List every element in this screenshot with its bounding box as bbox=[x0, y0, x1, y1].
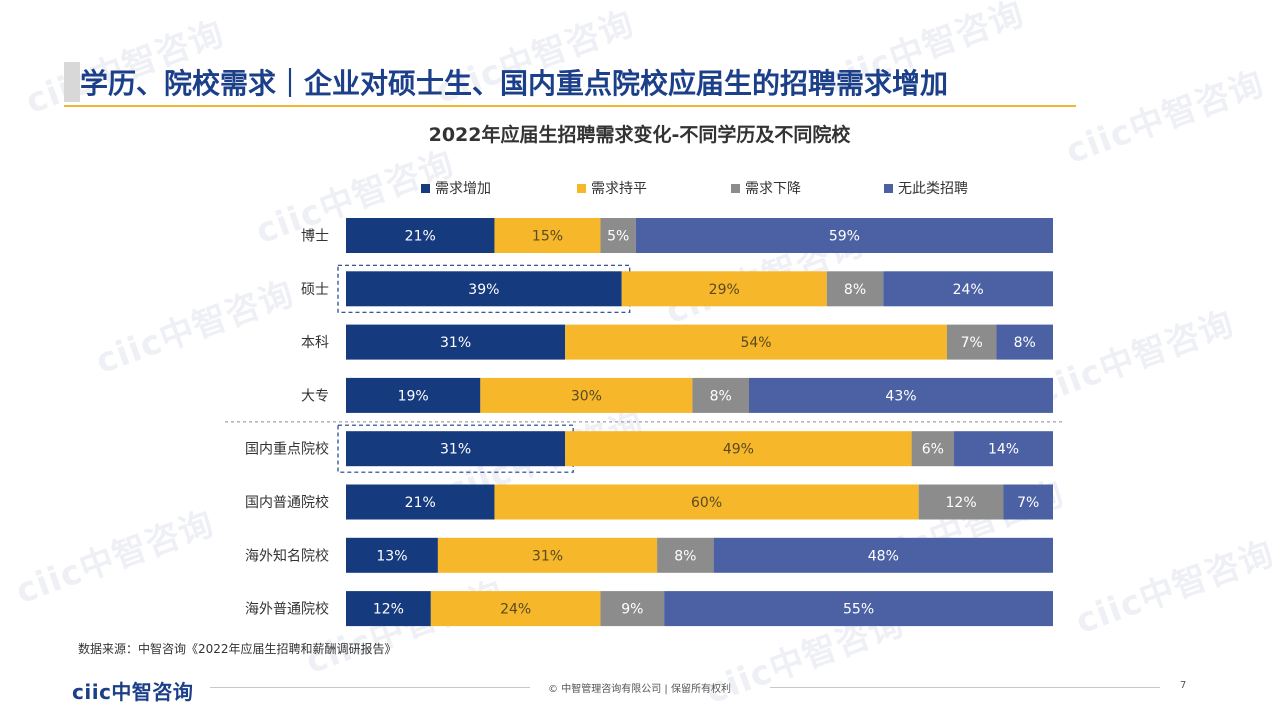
bar-segment bbox=[346, 324, 566, 360]
data-label: 7% bbox=[961, 335, 983, 351]
bar-segment bbox=[621, 271, 827, 307]
copyright-text: © 中智管理咨询有限公司 | 保留所有权利 bbox=[548, 684, 731, 695]
bar-segment bbox=[346, 218, 495, 253]
data-label: 6% bbox=[922, 442, 944, 458]
legend-item-increase: 需求增加 bbox=[421, 178, 491, 198]
legend-item-none: 无此类招聘 bbox=[884, 178, 968, 198]
data-label: 30% bbox=[571, 388, 602, 404]
category-label: 大专 bbox=[301, 388, 329, 404]
bar-segment bbox=[346, 537, 438, 573]
page-number: 7 bbox=[1180, 680, 1187, 691]
data-label: 19% bbox=[398, 388, 429, 404]
legend-label: 需求增加 bbox=[435, 181, 491, 197]
bar-segment bbox=[946, 324, 997, 360]
legend-item-flat: 需求持平 bbox=[577, 178, 647, 198]
bar-segment bbox=[494, 218, 601, 253]
legend-label: 需求持平 bbox=[591, 181, 647, 197]
highlight-box bbox=[337, 424, 574, 473]
bar-segment bbox=[826, 271, 884, 307]
bar-segment bbox=[664, 591, 1053, 627]
bar-segment bbox=[911, 431, 955, 467]
data-label: 54% bbox=[740, 335, 771, 351]
bar-segment bbox=[430, 591, 601, 627]
data-label: 8% bbox=[1014, 335, 1036, 351]
data-label: 55% bbox=[843, 602, 874, 618]
legend-item-decrease: 需求下降 bbox=[731, 178, 801, 198]
data-label: 48% bbox=[868, 548, 899, 564]
legend-swatch-increase bbox=[421, 183, 430, 193]
title-accent-bar bbox=[64, 62, 80, 102]
chart-title: 2022年应届生招聘需求变化-不同学历及不同院校 bbox=[428, 124, 851, 146]
category-label: 国内普通院校 bbox=[245, 494, 329, 511]
source-note: 数据来源：中智咨询《2022年应届生招聘和薪酬调研报告》 bbox=[78, 642, 397, 656]
page-title: 学历、院校需求｜企业对硕士生、国内重点院校应届生的招聘需求增加 bbox=[80, 67, 949, 100]
data-label: 5% bbox=[607, 229, 629, 245]
bar-segment bbox=[346, 271, 622, 307]
data-label: 12% bbox=[373, 602, 404, 618]
legend-swatch-none bbox=[884, 183, 893, 193]
data-label: 8% bbox=[844, 282, 866, 298]
ciic-logo: ciic中智咨询 bbox=[72, 680, 194, 704]
legend-swatch-decrease bbox=[731, 183, 740, 193]
data-label: 7% bbox=[1017, 495, 1039, 511]
data-label: 8% bbox=[674, 548, 696, 564]
bar-segment bbox=[346, 377, 481, 413]
category-label: 本科 bbox=[301, 335, 329, 351]
bar-segment bbox=[918, 484, 1004, 520]
data-label: 31% bbox=[532, 548, 563, 564]
data-label: 15% bbox=[532, 229, 563, 245]
legend-label: 需求下降 bbox=[745, 181, 801, 197]
data-label: 24% bbox=[500, 602, 531, 618]
footer-divider bbox=[210, 687, 530, 688]
data-label: 43% bbox=[885, 388, 916, 404]
bar-segment bbox=[748, 377, 1053, 413]
bar-segment bbox=[565, 431, 912, 467]
data-label: 59% bbox=[829, 229, 860, 245]
bar-segment bbox=[635, 218, 1053, 253]
title-underline bbox=[64, 105, 1076, 107]
category-label: 博士 bbox=[301, 228, 329, 245]
bar-segment bbox=[996, 324, 1053, 360]
bar-segment bbox=[346, 591, 431, 627]
legend-swatch-flat bbox=[577, 183, 586, 193]
data-label: 9% bbox=[621, 602, 643, 618]
bar-segment bbox=[346, 431, 566, 467]
bar-segment bbox=[480, 377, 693, 413]
data-label: 31% bbox=[440, 442, 471, 458]
bar-segment bbox=[494, 484, 919, 520]
bar-segment bbox=[657, 537, 714, 573]
footer-divider bbox=[770, 687, 1160, 688]
category-label: 硕士 bbox=[301, 282, 329, 298]
bar-segment bbox=[954, 431, 1053, 467]
bar-segment bbox=[600, 591, 665, 627]
bar-segment bbox=[565, 324, 947, 360]
category-label: 国内重点院校 bbox=[245, 441, 329, 458]
legend-label: 无此类招聘 bbox=[898, 181, 968, 197]
bar-segment bbox=[600, 218, 636, 253]
category-label: 海外普通院校 bbox=[245, 601, 329, 618]
data-label: 24% bbox=[953, 282, 984, 298]
bar-segment bbox=[346, 484, 495, 520]
bar-segment bbox=[883, 271, 1053, 307]
data-label: 14% bbox=[988, 442, 1019, 458]
data-label: 12% bbox=[946, 495, 977, 511]
bar-segment bbox=[692, 377, 749, 413]
data-label: 49% bbox=[723, 442, 754, 458]
data-label: 13% bbox=[376, 548, 407, 564]
bar-segment bbox=[1003, 484, 1053, 520]
data-label: 31% bbox=[440, 335, 471, 351]
data-label: 21% bbox=[405, 229, 436, 245]
data-label: 60% bbox=[691, 495, 722, 511]
data-label: 8% bbox=[710, 388, 732, 404]
data-label: 21% bbox=[405, 495, 436, 511]
bar-segment bbox=[713, 537, 1053, 573]
bar-segment bbox=[437, 537, 658, 573]
data-label: 39% bbox=[468, 282, 499, 298]
data-label: 29% bbox=[709, 282, 740, 298]
category-label: 海外知名院校 bbox=[245, 547, 329, 564]
